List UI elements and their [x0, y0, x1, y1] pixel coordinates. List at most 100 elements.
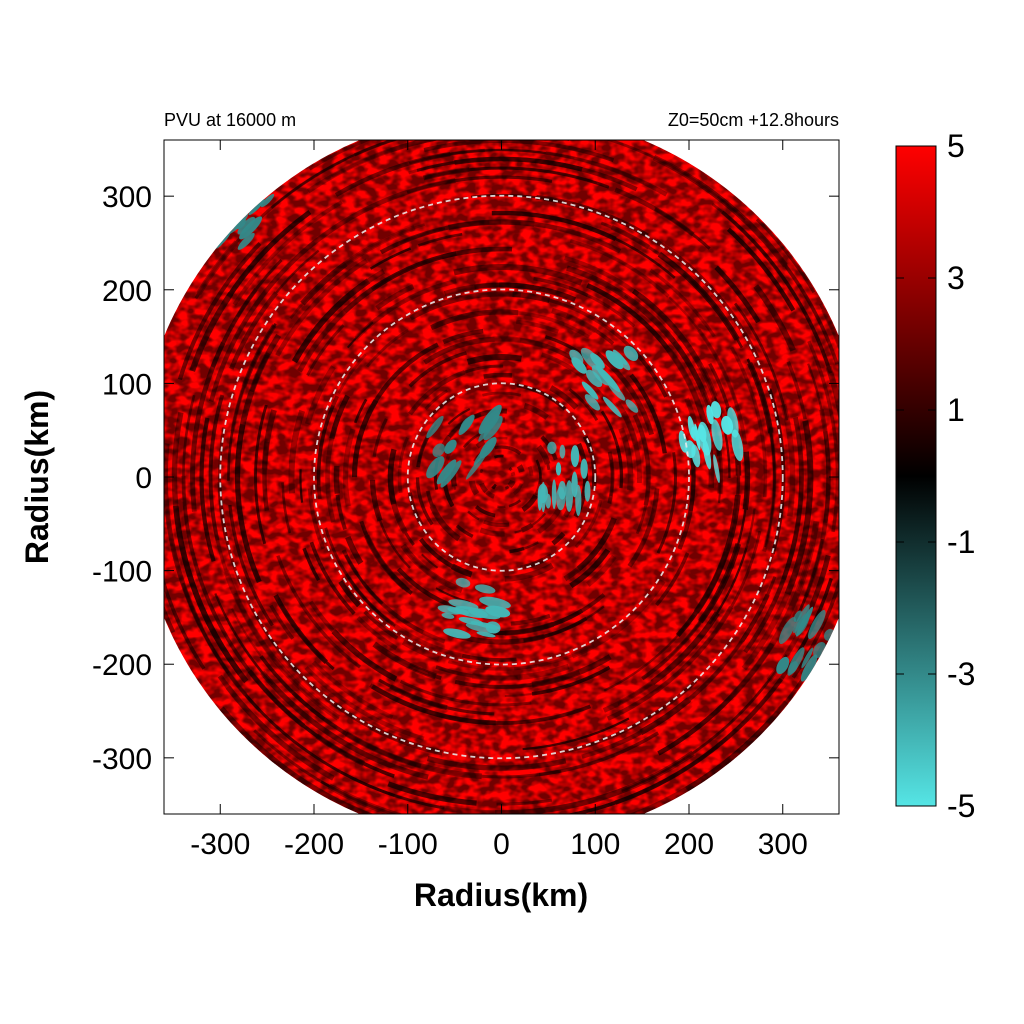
negative-patch	[605, 350, 624, 370]
negative-patch	[454, 606, 488, 618]
negative-patch	[602, 396, 622, 418]
negative-patch	[570, 445, 580, 468]
negative-patch	[473, 437, 495, 466]
negative-patch	[801, 647, 814, 669]
negative-patch	[690, 426, 698, 441]
negative-patch	[591, 365, 611, 386]
negative-patch	[237, 216, 256, 235]
colorbar-tick-label: 3	[947, 260, 965, 296]
colorbar-tick-label: -3	[947, 656, 975, 692]
y-tick-label: -200	[92, 649, 152, 682]
negative-patch	[551, 479, 557, 510]
x-tick-label: 300	[758, 828, 808, 861]
chart-title-right: Z0=50cm +12.8hours	[668, 110, 839, 130]
dark-band-segment	[857, 405, 864, 475]
x-tick-label: 100	[570, 828, 620, 861]
negative-patch	[787, 647, 805, 676]
negative-patch	[697, 424, 707, 443]
negative-patch	[800, 654, 818, 682]
negative-patch	[721, 415, 734, 435]
negative-patch	[565, 480, 573, 512]
negative-patch	[559, 444, 566, 459]
negative-patch	[585, 369, 603, 388]
negative-patch	[612, 349, 628, 366]
negative-patch	[807, 609, 826, 640]
negative-patch	[580, 347, 602, 371]
range-ring	[313, 288, 690, 666]
y-axis-ticks: 300 200 100 0 -100 -200 -300	[92, 181, 839, 776]
x-axis-title: Radius(km)	[414, 877, 588, 913]
y-tick-label: -100	[92, 556, 152, 589]
colorbar-ticks: 5 3 1 -1 -3 -5	[896, 128, 975, 824]
negative-patch	[485, 605, 511, 618]
pv-field-disk	[139, 140, 864, 814]
y-tick-label: 100	[102, 368, 152, 401]
negative-patch	[575, 484, 582, 517]
colorbar-tick-label: 1	[947, 392, 965, 428]
negative-patch	[237, 232, 255, 250]
negative-patch	[432, 443, 445, 458]
x-tick-label: -100	[378, 828, 438, 861]
negative-patch	[239, 216, 263, 240]
y-tick-label: 300	[102, 181, 152, 214]
negative-patch	[485, 621, 501, 634]
negative-patch	[478, 404, 502, 435]
colorbar-gradient	[896, 146, 936, 806]
x-tick-label: -300	[190, 828, 250, 861]
negative-region	[437, 577, 511, 639]
negative-patch	[234, 182, 251, 199]
y-axis-title: Radius(km)	[19, 390, 55, 564]
negative-region	[426, 404, 503, 488]
negative-patch	[731, 429, 744, 462]
negative-patch	[248, 199, 265, 216]
negative-patch	[426, 415, 444, 439]
negative-patch	[796, 606, 814, 637]
x-tick-label: 0	[493, 828, 510, 861]
negative-patch	[547, 441, 557, 454]
negative-region	[569, 345, 639, 418]
negative-patch	[706, 404, 714, 425]
negative-patch	[444, 439, 457, 454]
y-tick-label: -300	[92, 743, 152, 776]
negative-patch	[479, 596, 511, 609]
negative-patch	[540, 481, 546, 513]
negative-patch	[571, 357, 587, 374]
negative-patch	[455, 577, 471, 588]
colorbar-tick-label: -5	[947, 788, 975, 824]
negative-patch	[200, 209, 218, 227]
negative-patch	[224, 209, 234, 219]
negative-patch	[776, 656, 790, 675]
negative-patch	[465, 450, 488, 480]
chart-title-left: PVU at 16000 m	[164, 110, 296, 130]
negative-patch	[441, 612, 455, 619]
negative-patch	[436, 459, 457, 485]
negative-patch	[232, 184, 255, 207]
colorbar-frame	[895, 145, 937, 807]
range-ring	[219, 194, 784, 760]
negative-patch	[474, 584, 496, 594]
y-tick-label: 200	[102, 275, 152, 308]
dark-band-segment	[139, 399, 147, 461]
negative-patch	[779, 616, 796, 645]
negative-region	[537, 441, 591, 517]
negative-patch	[793, 610, 802, 622]
negative-patch	[584, 480, 591, 502]
colorbar-tick-label: -1	[947, 524, 975, 560]
dark-band-segment	[848, 405, 855, 531]
negative-patch	[581, 381, 599, 400]
range-rings	[219, 194, 784, 760]
negative-patch	[440, 460, 462, 488]
negative-patch	[458, 414, 475, 436]
negative-patch	[623, 345, 639, 361]
pv-field-speckle	[164, 140, 839, 814]
dark-band-segment	[847, 366, 864, 487]
negative-patch	[556, 486, 566, 511]
negative-patch	[711, 419, 723, 451]
negative-patch	[710, 401, 722, 419]
colorbar: 5 3 1 -1 -3 -5	[895, 128, 975, 824]
negative-patch	[476, 631, 496, 638]
x-axis-ticks: -300 -200 -100 0 100 200 300	[190, 140, 808, 861]
y-tick-label: 0	[135, 462, 152, 495]
x-tick-label: -200	[284, 828, 344, 861]
negative-patch	[483, 415, 503, 441]
